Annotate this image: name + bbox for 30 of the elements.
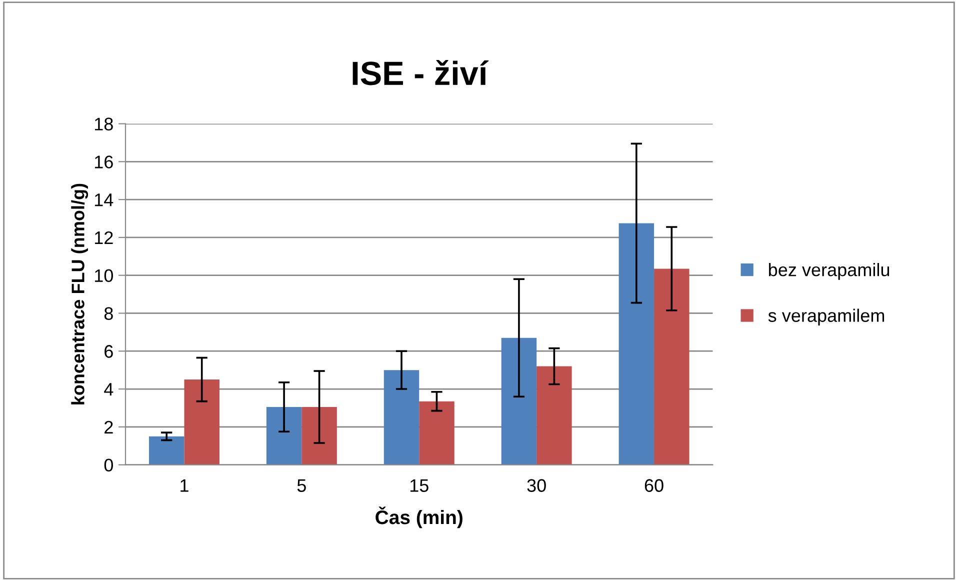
y-tick-label: 14 bbox=[94, 194, 114, 206]
bar bbox=[302, 407, 337, 465]
y-tick-label: 16 bbox=[94, 156, 113, 168]
chart-title: ISE - živí bbox=[352, 60, 489, 86]
legend-label: bez verapamilu bbox=[768, 263, 890, 280]
bar bbox=[536, 366, 572, 465]
y-tick-label: 8 bbox=[104, 307, 113, 320]
y-tick-label: 6 bbox=[104, 345, 113, 358]
bar bbox=[501, 338, 537, 465]
bar bbox=[419, 401, 454, 465]
x-tick-label: 30 bbox=[527, 479, 546, 492]
y-tick-label: 4 bbox=[104, 383, 114, 396]
bar bbox=[654, 268, 690, 465]
y-tick-label: 2 bbox=[104, 420, 113, 434]
y-tick-label: 18 bbox=[94, 118, 113, 130]
x-axis-title: Čas (min) bbox=[376, 506, 462, 528]
x-tick-label: 60 bbox=[644, 479, 664, 492]
y-tick-label: 10 bbox=[94, 269, 113, 282]
y-tick-label: 0 bbox=[104, 458, 113, 472]
legend-label: s verapamilem bbox=[768, 308, 884, 326]
y-tick-label: 12 bbox=[94, 231, 113, 244]
bar bbox=[148, 436, 184, 465]
x-tick-label: 15 bbox=[410, 479, 428, 492]
bar bbox=[384, 370, 420, 465]
y-axis-title: koncentrace FLU (nmol/g) bbox=[71, 184, 88, 404]
x-tick-label: 1 bbox=[180, 479, 188, 492]
bar bbox=[184, 380, 220, 465]
x-tick-label: 5 bbox=[297, 479, 306, 492]
bar bbox=[618, 223, 654, 465]
bar bbox=[266, 407, 302, 465]
